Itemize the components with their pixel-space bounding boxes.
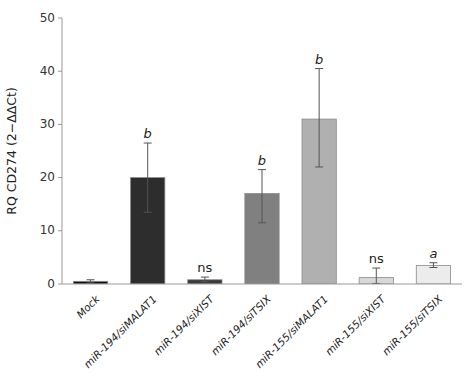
error-cap [372, 268, 380, 269]
error-cap [315, 68, 323, 69]
error-bar [144, 143, 152, 212]
error-stem [147, 143, 148, 212]
significance-label: b [258, 153, 266, 168]
error-bar [429, 263, 437, 268]
significance-label: b [144, 126, 152, 141]
error-stem [319, 69, 320, 167]
x-tick-label: miR-155/siXIST [323, 291, 389, 357]
y-axis-line [62, 18, 63, 284]
significance-label: ns [197, 260, 212, 275]
y-tick [58, 18, 62, 19]
error-stem [376, 268, 377, 283]
error-cap [87, 282, 95, 283]
error-cap [429, 267, 437, 268]
y-tick [58, 124, 62, 125]
error-cap [201, 281, 209, 282]
y-tick-label: 0 [47, 277, 55, 291]
significance-label: b [315, 52, 323, 67]
error-cap [258, 222, 266, 223]
error-cap [144, 143, 152, 144]
y-tick-label: 20 [40, 170, 55, 184]
error-cap [258, 169, 266, 170]
error-cap [87, 279, 95, 280]
y-axis-label: RQ CD274 (2−ΔΔCt) [4, 87, 19, 215]
x-axis-line [62, 284, 462, 285]
y-tick [58, 71, 62, 72]
error-cap [429, 262, 437, 263]
error-bar [201, 277, 209, 282]
error-stem [204, 277, 205, 282]
y-tick-label: 40 [40, 64, 55, 78]
error-stem [433, 263, 434, 268]
x-tick-label: miR-194/siXIST [151, 291, 217, 357]
significance-label: ns [369, 251, 384, 266]
x-tick-label: miR-194/siTSIX [208, 292, 273, 357]
x-tick-label: miR-155/siMALAT1 [253, 293, 331, 371]
error-cap [144, 212, 152, 213]
x-tick-label: miR-194/siMALAT1 [81, 293, 159, 371]
y-tick-label: 50 [40, 11, 55, 25]
error-bar [258, 170, 266, 223]
y-tick [58, 230, 62, 231]
error-bar [87, 280, 95, 283]
x-tick-label: miR-155/siTSIX [380, 292, 445, 357]
y-tick-label: 30 [40, 117, 55, 131]
y-tick-label: 10 [40, 223, 55, 237]
y-tick [58, 177, 62, 178]
y-tick [58, 284, 62, 285]
x-tick-label: Mock [74, 292, 102, 320]
error-cap [315, 166, 323, 167]
error-stem [262, 170, 263, 223]
error-bar [315, 69, 323, 167]
significance-label: a [429, 246, 437, 261]
plot-area [73, 69, 450, 284]
error-bar [372, 268, 380, 283]
bar [416, 265, 450, 284]
error-cap [201, 277, 209, 278]
chart: 0 10 20 30 40 50 RQ CD274 (2−ΔΔCt) b ns b b ns a Mock… [0, 0, 474, 376]
